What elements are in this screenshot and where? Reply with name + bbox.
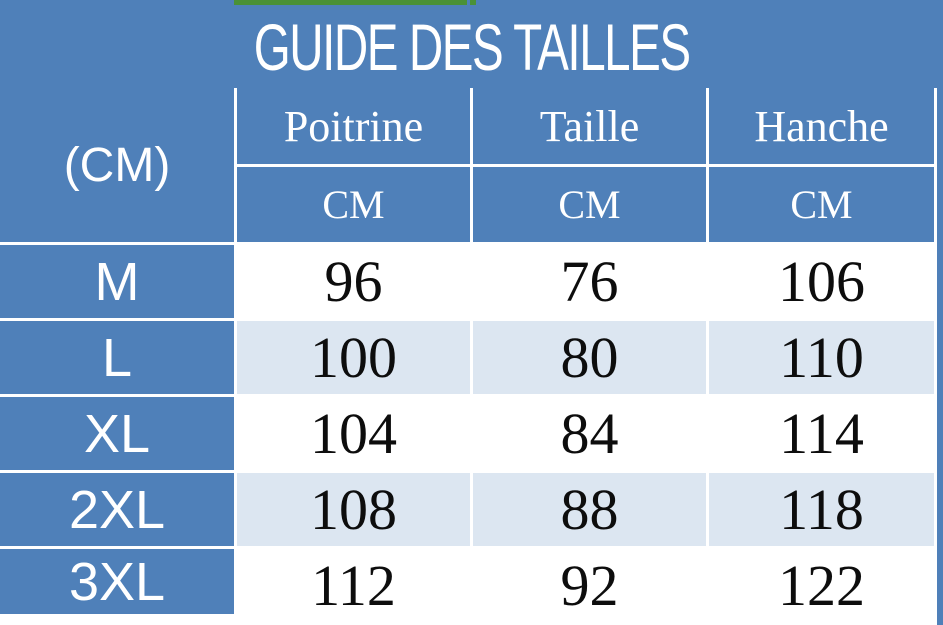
column-header-hanche: Hanche bbox=[709, 88, 934, 164]
value-cell: 88 bbox=[473, 473, 706, 546]
table-row-m: M 96 76 106 bbox=[0, 245, 937, 318]
size-label: 3XL bbox=[0, 549, 234, 614]
table-header: (CM) Poitrine Taille Hanche CM CM CM bbox=[0, 88, 937, 242]
value-cell: 100 bbox=[237, 321, 470, 394]
page-title: GUIDE DES TAILLES bbox=[253, 10, 691, 84]
size-label: M bbox=[0, 245, 234, 318]
value-cell: 122 bbox=[709, 549, 934, 622]
value-cell: 106 bbox=[709, 245, 934, 318]
column-header-poitrine: Poitrine bbox=[237, 88, 470, 164]
column-header-taille: Taille bbox=[473, 88, 706, 164]
value-cell: 92 bbox=[473, 549, 706, 622]
table-row-2xl: 2XL 108 88 118 bbox=[0, 473, 937, 546]
right-edge-strip bbox=[937, 0, 943, 625]
size-label: XL bbox=[0, 397, 234, 470]
header-unit-row: CM CM CM bbox=[237, 167, 934, 242]
value-cell: 118 bbox=[709, 473, 934, 546]
green-accent-bar-fragment bbox=[470, 0, 476, 5]
value-cell: 108 bbox=[237, 473, 470, 546]
header-label-row: Poitrine Taille Hanche bbox=[237, 88, 934, 164]
table-row-3xl: 3XL 112 92 122 bbox=[0, 549, 937, 622]
value-cell: 114 bbox=[709, 397, 934, 470]
table-row-xl: XL 104 84 114 bbox=[0, 397, 937, 470]
value-cell: 76 bbox=[473, 245, 706, 318]
value-cell: 84 bbox=[473, 397, 706, 470]
column-headers: Poitrine Taille Hanche CM CM CM bbox=[237, 88, 934, 242]
table-body: M 96 76 106 L 100 80 110 XL 104 84 114 2… bbox=[0, 242, 937, 622]
title-bar: GUIDE DES TAILLES bbox=[0, 0, 943, 88]
unit-cell-poitrine: CM bbox=[237, 167, 470, 242]
unit-cell-hanche: CM bbox=[709, 167, 934, 242]
unit-cell-taille: CM bbox=[473, 167, 706, 242]
value-cell: 110 bbox=[709, 321, 934, 394]
value-cell: 104 bbox=[237, 397, 470, 470]
value-cell: 112 bbox=[237, 549, 470, 622]
value-cell: 80 bbox=[473, 321, 706, 394]
size-label: L bbox=[0, 321, 234, 394]
value-cell: 96 bbox=[237, 245, 470, 318]
unit-label-cell: (CM) bbox=[0, 88, 234, 242]
table-row-l: L 100 80 110 bbox=[0, 321, 937, 394]
size-label: 2XL bbox=[0, 473, 234, 546]
green-accent-bar bbox=[234, 0, 467, 5]
